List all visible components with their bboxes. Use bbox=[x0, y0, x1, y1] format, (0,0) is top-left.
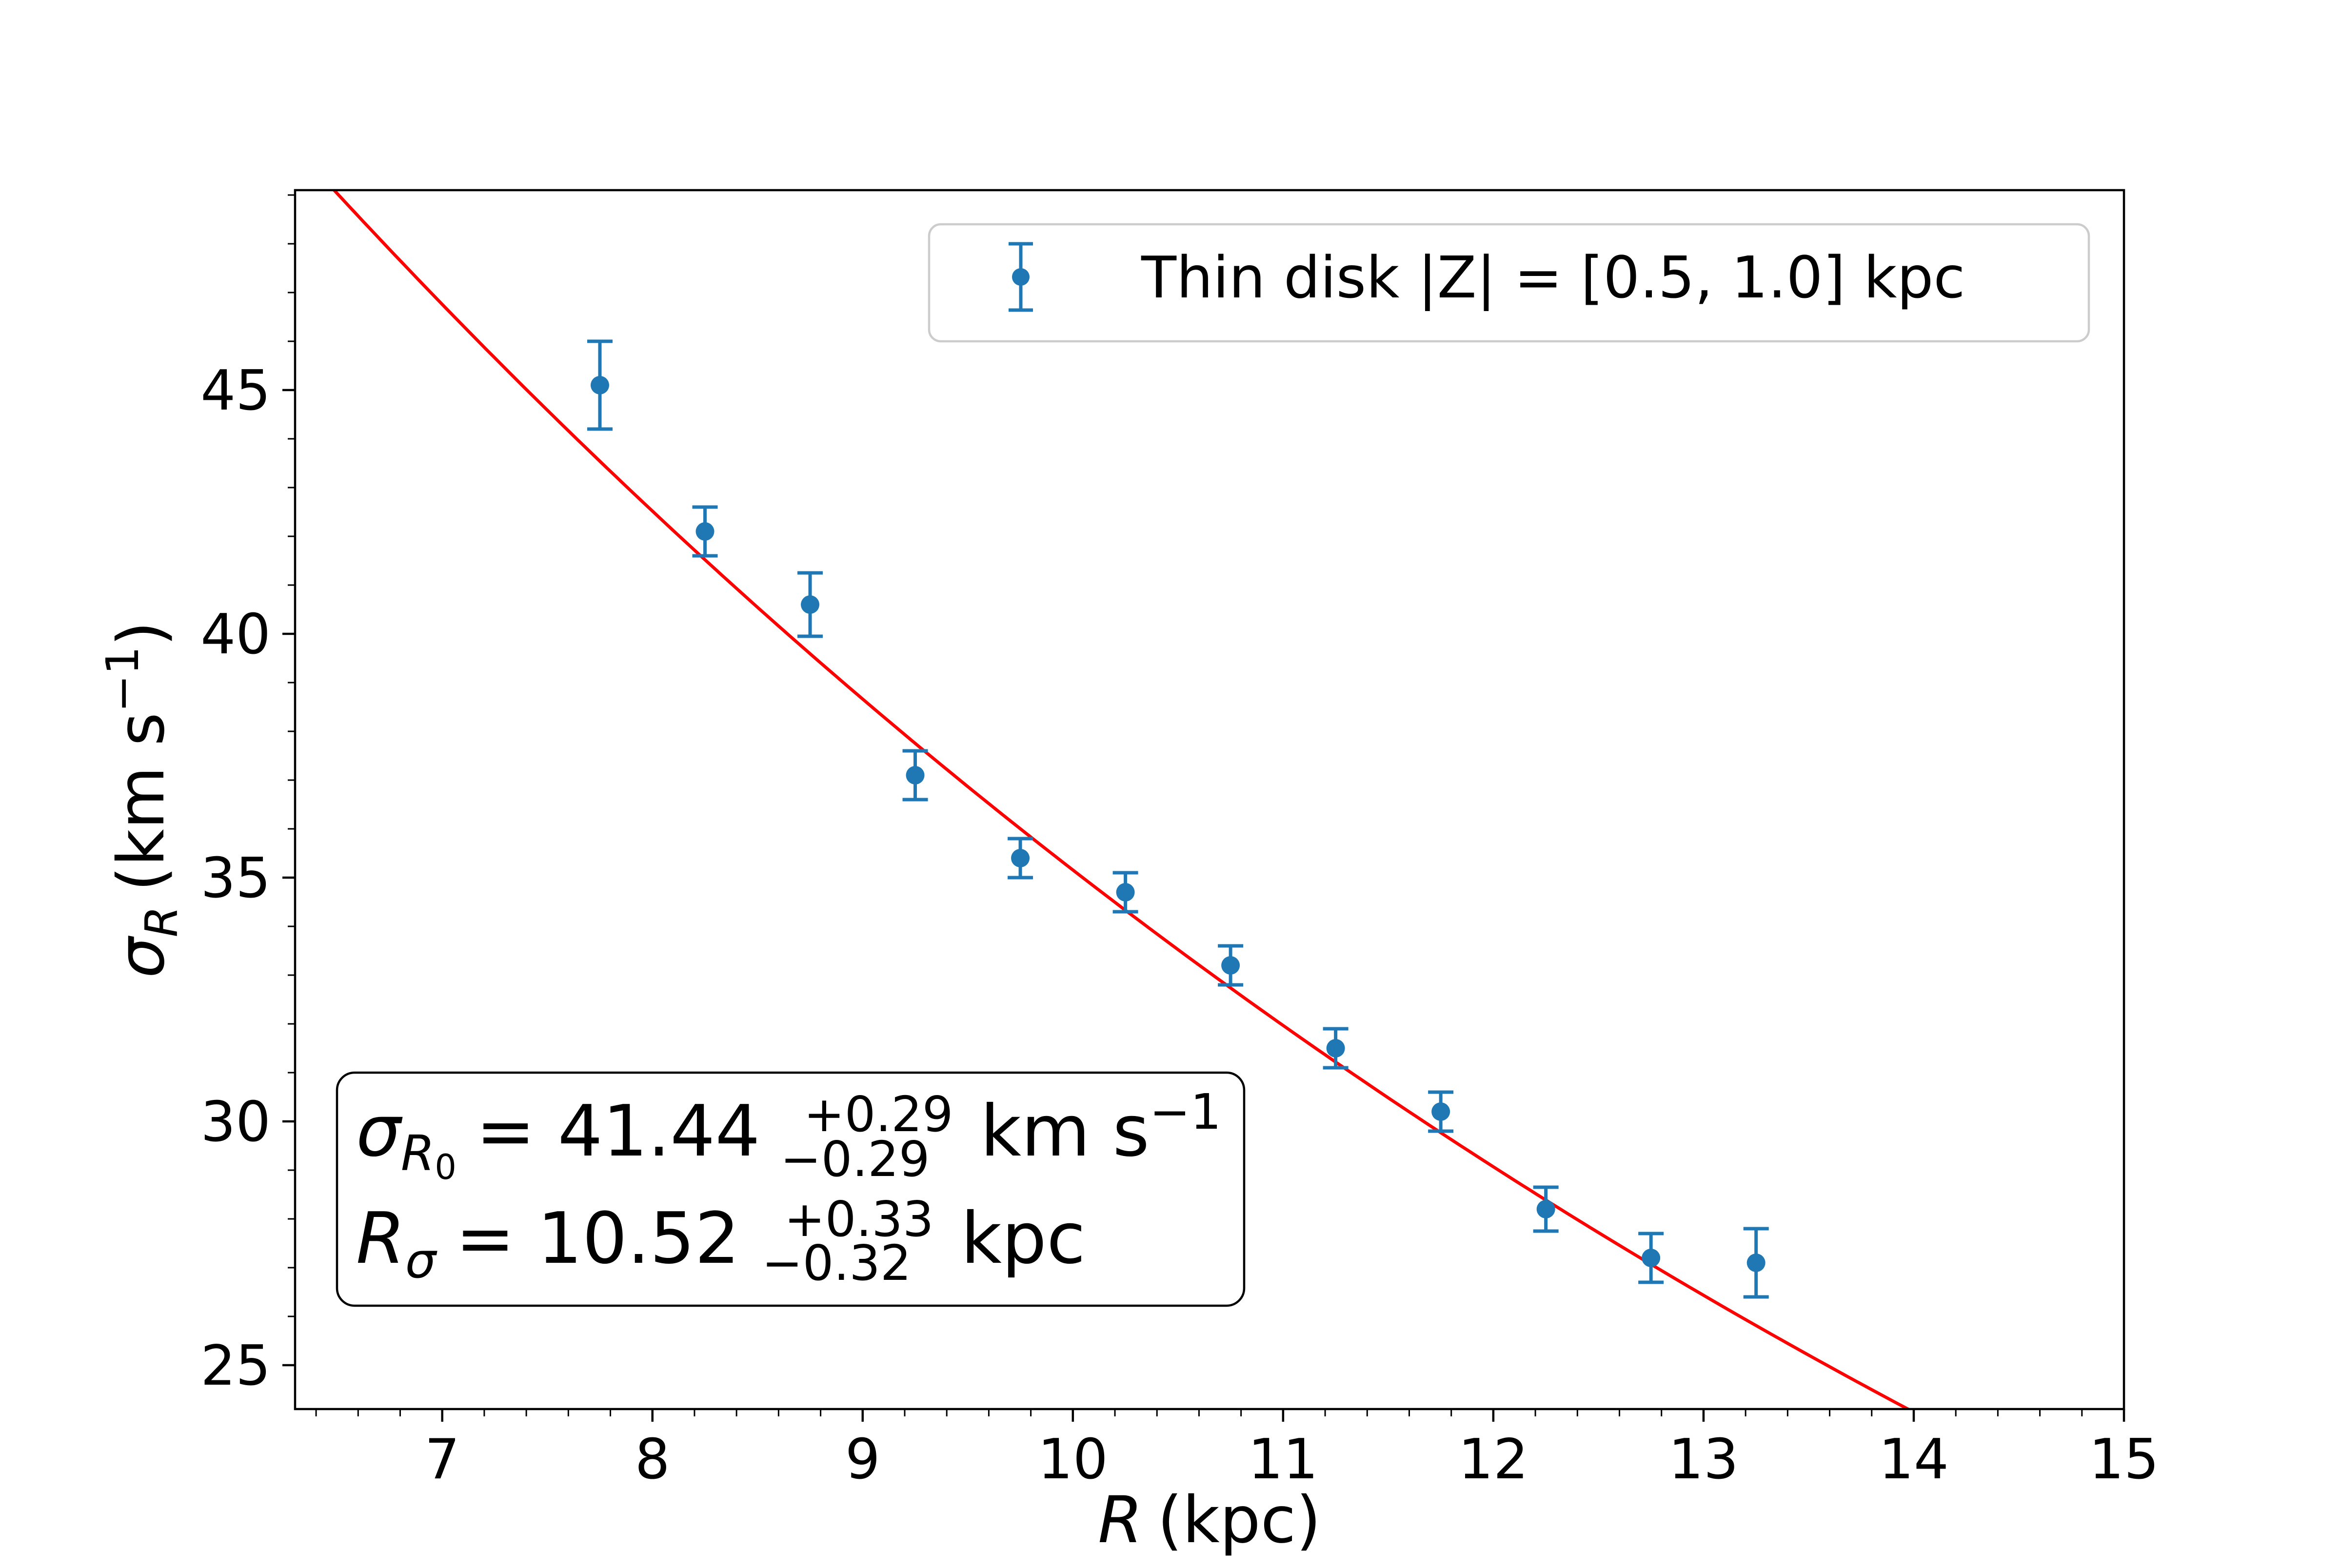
rsigma-symbol: R bbox=[356, 1197, 405, 1280]
sigma-symbol: σ bbox=[356, 1090, 403, 1173]
x-tick-label: 7 bbox=[425, 1427, 460, 1491]
data-marker bbox=[906, 766, 925, 784]
sigma-error-plus: +0.29 bbox=[804, 1086, 953, 1143]
data-point bbox=[587, 339, 613, 431]
fit-annotation: σR0 = 41.44 +0.29 −0.29 km s−1 Rσ = 10.52 … bbox=[336, 1071, 1246, 1307]
x-tick-label: 12 bbox=[1458, 1427, 1528, 1491]
data-point bbox=[1638, 1232, 1664, 1284]
rsigma-error-plus: +0.33 bbox=[784, 1191, 933, 1248]
data-marker bbox=[1326, 1039, 1345, 1058]
data-point bbox=[1743, 1227, 1769, 1299]
sigma-subsubscript: 0 bbox=[435, 1147, 456, 1187]
y-axis-label-exponent: −1 bbox=[97, 647, 149, 713]
fit-annotation-line1: σR0 = 41.44 bbox=[356, 1090, 760, 1187]
data-point bbox=[1323, 1027, 1349, 1070]
fit-annotation-box bbox=[336, 1071, 1246, 1307]
y-axis-label: σR (km s−1) bbox=[97, 621, 188, 978]
y-tick-label: 25 bbox=[200, 1333, 271, 1398]
sigma-value: = 41.44 bbox=[476, 1090, 760, 1173]
legend-label: Thin disk |Z| = [0.5, 1.0] kpc bbox=[1141, 244, 1965, 311]
y-axis-label-subscript: R bbox=[136, 906, 188, 937]
data-point bbox=[692, 505, 718, 558]
y-axis-label-symbol: σ bbox=[104, 935, 179, 978]
x-tick-label: 9 bbox=[845, 1427, 880, 1491]
ticks-layer: 7 8 9 10 11 12 13 14 15 25 30 35 40 45 bbox=[200, 194, 2159, 1491]
data-point bbox=[1428, 1090, 1454, 1133]
sigma-unit-exponent: −1 bbox=[1150, 1083, 1221, 1140]
data-point bbox=[1008, 837, 1033, 880]
y-tick-label: 30 bbox=[200, 1090, 271, 1154]
data-point bbox=[1218, 944, 1244, 987]
legend: Thin disk |Z| = [0.5, 1.0] kpc bbox=[928, 223, 2090, 343]
data-marker bbox=[1221, 956, 1240, 975]
fit-curve bbox=[332, 190, 1911, 1409]
sigma-unit-text: km s bbox=[980, 1090, 1150, 1173]
data-marker bbox=[1746, 1254, 1766, 1272]
data-marker bbox=[1431, 1102, 1450, 1121]
rsigma-unit: kpc bbox=[961, 1197, 1086, 1280]
rsigma-value: = 10.52 bbox=[456, 1197, 740, 1280]
y-tick-label: 35 bbox=[200, 846, 271, 910]
x-tick-label: 11 bbox=[1248, 1427, 1318, 1491]
data-marker bbox=[695, 522, 714, 541]
data-marker bbox=[801, 595, 820, 614]
x-axis-label-unit: (kpc) bbox=[1157, 1483, 1321, 1558]
fit-annotation-line2: Rσ = 10.52 bbox=[356, 1197, 740, 1289]
x-tick-label: 8 bbox=[635, 1427, 670, 1491]
legend-marker bbox=[1009, 242, 1033, 312]
x-tick-label: 10 bbox=[1038, 1427, 1108, 1491]
x-tick-label: 15 bbox=[2089, 1427, 2159, 1491]
sigma-error-minus: −0.29 bbox=[780, 1131, 930, 1188]
data-layer bbox=[587, 339, 1769, 1299]
y-tick-label: 40 bbox=[200, 602, 271, 666]
data-marker bbox=[1642, 1249, 1661, 1267]
y-axis-label-close: ) bbox=[104, 621, 179, 647]
fit-layer bbox=[332, 190, 1911, 1409]
data-point bbox=[902, 749, 928, 802]
data-marker bbox=[1116, 883, 1135, 902]
x-axis-label: R (kpc) bbox=[1098, 1483, 1321, 1558]
plot-frame bbox=[294, 189, 2125, 1411]
data-marker bbox=[1536, 1200, 1555, 1218]
x-tick-label: 13 bbox=[1668, 1427, 1739, 1491]
rsigma-subscript: σ bbox=[405, 1232, 437, 1289]
data-marker bbox=[1011, 849, 1030, 867]
x-axis-label-symbol: R bbox=[1098, 1483, 1143, 1558]
data-point bbox=[1533, 1185, 1559, 1233]
sigma-subscript: R bbox=[401, 1125, 435, 1182]
legend-box bbox=[928, 223, 2090, 343]
data-point bbox=[797, 571, 823, 638]
data-marker bbox=[591, 376, 609, 394]
sigma-unit: km s−1 bbox=[980, 1083, 1221, 1173]
y-tick-label: 45 bbox=[200, 358, 271, 423]
rsigma-error-minus: −0.32 bbox=[762, 1235, 911, 1292]
x-tick-label: 14 bbox=[1879, 1427, 1949, 1491]
y-axis-label-unit: (km s bbox=[104, 712, 179, 891]
data-point bbox=[1112, 871, 1138, 914]
